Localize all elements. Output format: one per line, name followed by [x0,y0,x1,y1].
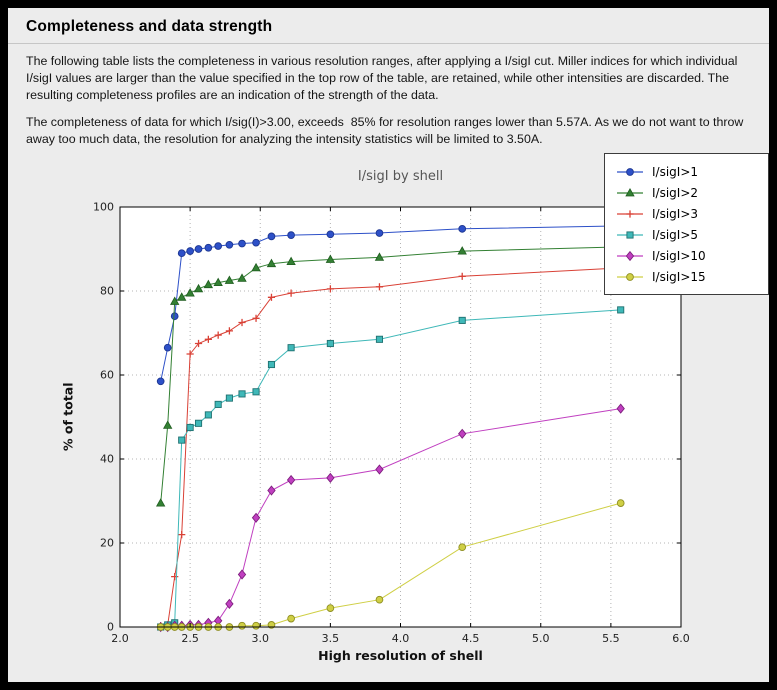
plot-area: 2.0 2.5 3.0 3.5 4.0 4.5 5.0 5.5 6.0 0 20 40 60 80 100 [93,200,690,645]
y-tick-label: 0 [107,620,114,633]
legend-item: I/sigI>2 [615,183,758,204]
x-axis-label: High resolution of shell [318,647,483,663]
legend-sample-icon [617,188,643,197]
legend: I/sigI>1 I/sigI>2 I/sigI>3 I/sigI>5 I/si… [604,152,769,295]
legend-sample-icon [617,273,643,281]
legend-label: I/sigI>5 [652,228,699,243]
x-tick-label: 2.5 [181,632,199,645]
legend-label: I/sigI>1 [652,165,699,180]
report-header: Completeness and data strength [8,8,769,44]
description-paragraph-2: The completeness of data for which I/sig… [26,115,747,147]
x-tick-label: 5.0 [532,632,550,645]
legend-sample-icon [617,250,643,262]
legend-sample-icon [617,231,643,239]
legend-item: I/sigI>5 [615,225,758,246]
x-tick-label: 4.5 [462,632,480,645]
legend-item: I/sigI>15 [615,267,758,288]
legend-label: I/sigI>10 [652,249,706,264]
y-tick-label: 80 [100,284,114,297]
y-tick-label: 40 [100,452,114,465]
legend-item: I/sigI>3 [615,204,758,225]
chart-container: I/sigI by shell % of total 2.0 2.5 3.0 3.5 4… [26,152,769,671]
chart-title: I/sigI by shell [357,168,444,184]
y-tick-label: 20 [100,536,114,549]
page-title: Completeness and data strength [26,18,273,35]
legend-label: I/sigI>15 [652,270,706,285]
x-tick-label: 5.5 [602,632,620,645]
x-tick-label: 2.0 [111,632,129,645]
x-tick-label: 4.0 [392,632,410,645]
y-tick-label: 100 [93,200,114,213]
x-tick-label: 3.5 [322,632,340,645]
y-tick-label: 60 [100,368,114,381]
y-axis-label: % of total [60,382,76,451]
report-panel: Completeness and data strength The follo… [8,8,769,682]
x-tick-label: 6.0 [672,632,690,645]
legend-sample-icon [617,210,643,218]
legend-item: I/sigI>1 [615,162,758,183]
report-body: The following table lists the completene… [8,44,769,671]
legend-label: I/sigI>3 [652,207,699,222]
legend-label: I/sigI>2 [652,186,699,201]
legend-sample-icon [617,168,643,176]
x-tick-label: 3.0 [252,632,270,645]
series-I/sigI>2 [155,241,626,507]
series-I/sigI>1 [156,221,625,385]
legend-item: I/sigI>10 [615,246,758,267]
description-paragraph-1: The following table lists the completene… [26,54,741,103]
